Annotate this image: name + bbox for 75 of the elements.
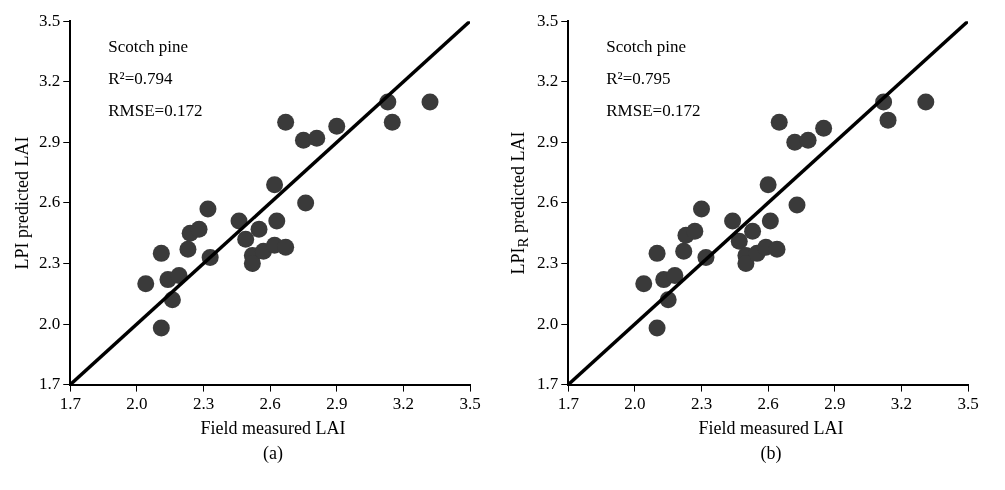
point xyxy=(635,275,653,293)
annotation: R²=0.794 xyxy=(108,69,174,89)
x-tick-label: 2.6 xyxy=(757,394,779,414)
point xyxy=(277,238,295,256)
y-tick-label: 2.9 xyxy=(39,131,61,151)
point xyxy=(730,232,748,250)
point xyxy=(648,319,666,337)
annotation: Scotch pine xyxy=(108,37,189,57)
point xyxy=(686,222,704,240)
point xyxy=(761,212,779,230)
point xyxy=(152,319,170,337)
x-tick-label: 3.2 xyxy=(392,394,414,414)
point xyxy=(724,212,742,230)
point xyxy=(768,240,786,258)
point xyxy=(277,113,295,131)
point xyxy=(190,220,208,238)
y-tick-label: 2.3 xyxy=(39,252,61,272)
annotation: R²=0.795 xyxy=(606,69,671,89)
point xyxy=(788,196,806,214)
point xyxy=(237,230,255,248)
point xyxy=(744,222,762,240)
y-axis-title: LPI predicted LAI xyxy=(11,136,33,270)
y-tick-label: 2.0 xyxy=(39,313,61,333)
point xyxy=(421,93,439,111)
point xyxy=(266,176,284,194)
x-tick-label: 3.5 xyxy=(957,394,979,414)
y-tick-label: 1.7 xyxy=(537,374,559,394)
y-tick-label: 2.6 xyxy=(537,192,559,212)
point xyxy=(199,200,217,218)
point xyxy=(759,176,777,194)
point xyxy=(815,119,833,137)
y-tick-label: 3.5 xyxy=(537,10,559,30)
text: (a) xyxy=(262,443,284,464)
x-tick-label: 2.0 xyxy=(126,394,148,414)
point xyxy=(648,244,666,262)
point xyxy=(152,244,170,262)
y-tick-label: 2.6 xyxy=(39,192,61,212)
point xyxy=(675,242,693,260)
y-tick-label: 3.5 xyxy=(39,10,61,30)
point xyxy=(917,93,935,111)
point xyxy=(268,212,286,230)
annotation: RMSE=0.172 xyxy=(108,101,203,121)
point xyxy=(137,275,155,293)
x-axis-title: Field measured LAI xyxy=(697,418,845,439)
point xyxy=(799,131,817,149)
text: (b) xyxy=(759,443,783,464)
x-tick-label: 2.9 xyxy=(326,394,348,414)
y-tick-label: 2.9 xyxy=(537,131,559,151)
point xyxy=(693,200,710,218)
y-tick-label: 3.2 xyxy=(39,71,61,91)
y-tick-label: 3.2 xyxy=(537,71,559,91)
y-tick-label: 2.3 xyxy=(537,252,559,272)
x-tick-label: 2.3 xyxy=(192,394,215,414)
x-tick-label: 2.9 xyxy=(824,394,846,414)
annotation: Scotch pine xyxy=(606,37,687,57)
point xyxy=(250,220,268,238)
x-tick-label: 2.3 xyxy=(690,394,713,414)
x-tick-label: 3.2 xyxy=(890,394,912,414)
y-tick-label: 2.0 xyxy=(537,313,559,333)
x-tick-label: 2.6 xyxy=(259,394,281,414)
y-tick-label: 1.7 xyxy=(39,374,61,394)
x-axis-title: Field measured LAI xyxy=(199,418,347,439)
x-tick-label: 2.0 xyxy=(624,394,646,414)
x-tick-label: 1.7 xyxy=(557,394,580,414)
point xyxy=(308,129,326,147)
x-tick-label: 1.7 xyxy=(59,394,82,414)
annotation: RMSE=0.172 xyxy=(606,101,701,121)
point xyxy=(770,113,788,131)
point xyxy=(328,117,346,135)
point xyxy=(383,113,401,131)
point xyxy=(297,194,315,212)
point xyxy=(666,267,684,285)
point xyxy=(179,240,197,258)
point xyxy=(879,111,897,129)
x-tick-label: 3.5 xyxy=(459,394,481,414)
